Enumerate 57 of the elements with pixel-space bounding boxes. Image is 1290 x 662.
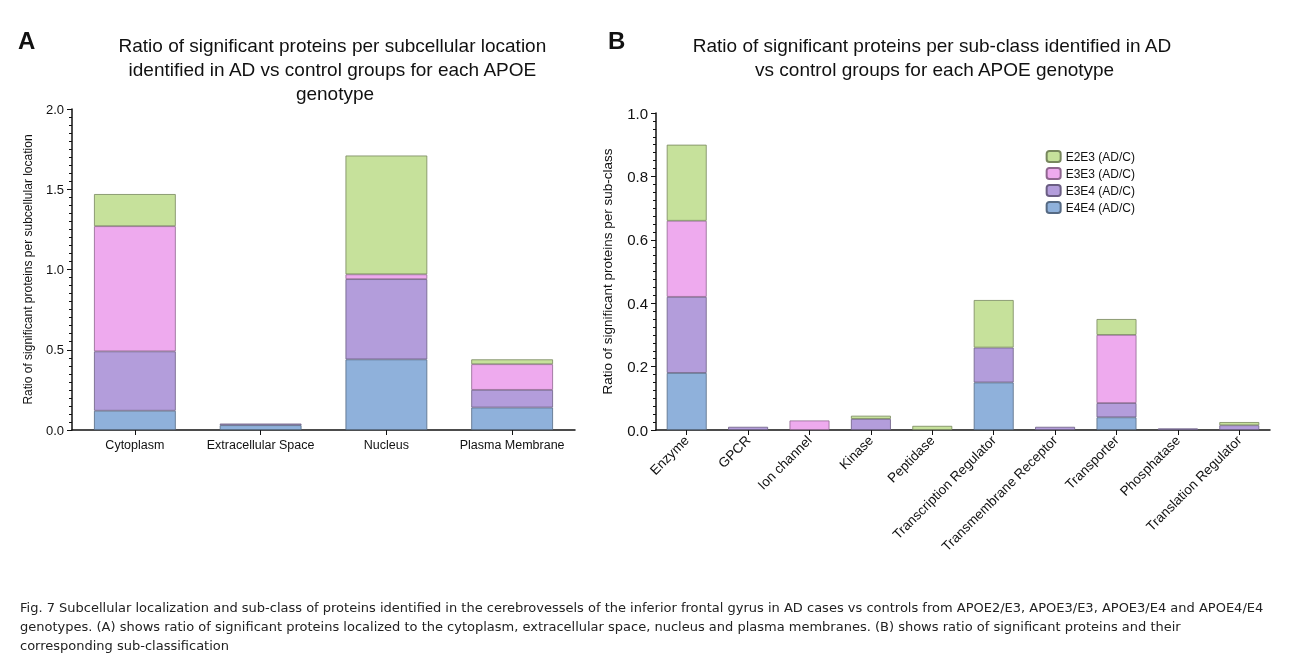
caption: Fig. 7 Subcellular localization and sub-class of proteins identified in the cerebrovessels of the inferior frontal gyrus in AD cases vs controls from APOE2/E3, APOE3/E3, APOE3/E4 and APOE4/E4 genotypes. (A) shows ratio of significant proteins localized to the cytoplasm, extracellular space, nucleus and plasma membranes. (B) shows ratio of significant proteins and their corresponding sub-classification bbox=[20, 599, 1265, 655]
y-tick-label: 0.0 bbox=[45, 422, 64, 438]
bar bbox=[94, 226, 176, 352]
x-tick-label: Nucleus bbox=[363, 437, 409, 452]
y-axis-title: Ratio of significant proteins per sub-class bbox=[599, 148, 615, 395]
bar bbox=[973, 300, 1014, 348]
legend-label: E2E3 (AD/C) bbox=[1065, 149, 1136, 164]
chart-title: Ratio of significant proteins per subcellular location identified in AD vs control groups for each APOE genotype bbox=[118, 34, 552, 104]
bar bbox=[471, 389, 553, 408]
x-tick-label: Extracellular Space bbox=[206, 437, 315, 452]
legend-label: E3E3 (AD/C) bbox=[1065, 166, 1136, 181]
y-tick-label: 1.0 bbox=[45, 262, 64, 277]
bar bbox=[471, 407, 553, 430]
y-tick-label: 0.4 bbox=[627, 294, 648, 312]
bar bbox=[973, 347, 1014, 383]
bar bbox=[471, 359, 553, 365]
bar bbox=[1219, 422, 1260, 426]
y-tick-label: 0.0 bbox=[627, 421, 648, 439]
bar bbox=[1096, 334, 1137, 404]
bar bbox=[219, 425, 302, 430]
bar bbox=[973, 382, 1014, 430]
y-tick-label: 0.5 bbox=[45, 342, 64, 358]
y-tick-label: 1.0 bbox=[627, 104, 648, 122]
bar bbox=[471, 364, 553, 390]
y-tick-label: 0.8 bbox=[627, 167, 648, 185]
bar bbox=[345, 155, 428, 275]
bar bbox=[666, 144, 707, 221]
bar bbox=[912, 425, 953, 430]
text: A bbox=[18, 26, 36, 54]
bar bbox=[850, 418, 891, 430]
text: B bbox=[608, 26, 626, 54]
bar bbox=[94, 194, 176, 227]
bar bbox=[789, 420, 830, 430]
bar bbox=[345, 279, 428, 360]
bar bbox=[1096, 319, 1137, 335]
y-axis-title: Ratio of significant proteins per subcellular location bbox=[21, 134, 35, 405]
x-tick-label: Cytoplasm bbox=[105, 437, 165, 452]
legend-label: E3E4 (AD/C) bbox=[1065, 183, 1136, 198]
bar bbox=[728, 426, 769, 430]
x-tick-label: Plasma Membrane bbox=[459, 437, 565, 452]
bar bbox=[666, 296, 707, 373]
y-tick-label: 0.6 bbox=[627, 231, 648, 249]
bar bbox=[345, 359, 428, 430]
y-tick-label: 2.0 bbox=[45, 101, 64, 117]
bar bbox=[850, 415, 891, 419]
y-tick-label: 1.5 bbox=[45, 181, 64, 197]
chart-title: Ratio of significant proteins per sub-class identified in AD vs control groups for each APOE genotype bbox=[692, 34, 1172, 80]
legend-label: E4E4 (AD/C) bbox=[1065, 200, 1136, 215]
y-tick-label: 0.2 bbox=[627, 358, 648, 376]
bar bbox=[94, 410, 176, 430]
bar bbox=[1035, 426, 1076, 430]
bar bbox=[1096, 417, 1137, 430]
bar bbox=[666, 372, 707, 430]
bar bbox=[1219, 425, 1260, 430]
bar bbox=[666, 220, 707, 297]
bar bbox=[1096, 403, 1137, 418]
bar bbox=[94, 351, 176, 411]
